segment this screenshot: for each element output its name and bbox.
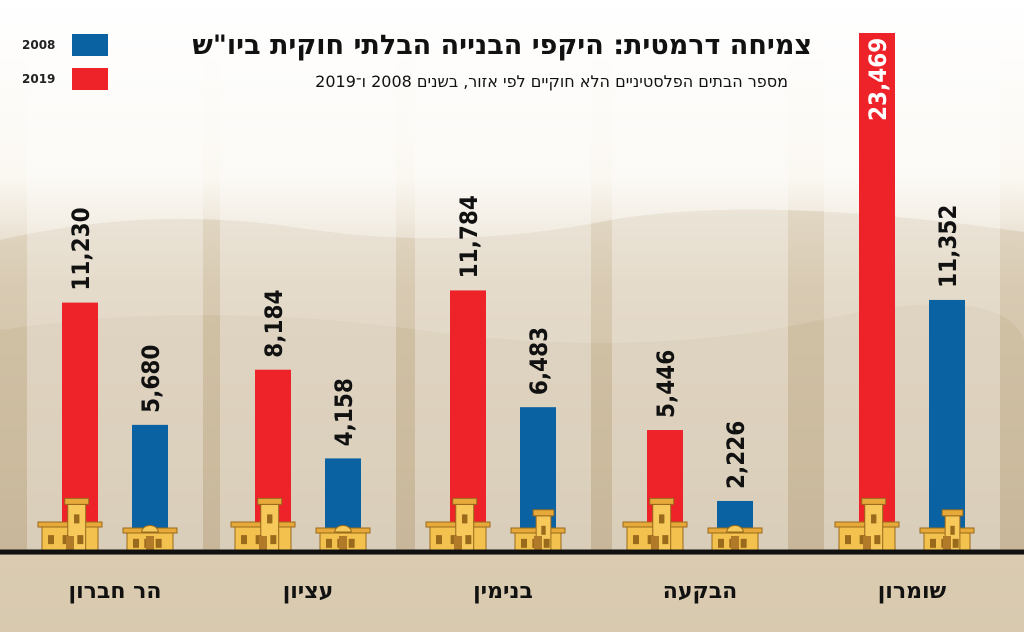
house-icon-2008-0 [122,525,178,551]
value-label-2019-4: 23,469 [864,38,892,121]
category-label-0: הר חברון [69,579,162,604]
value-label-2008-0: 5,680 [137,345,165,413]
category-backdrop [27,0,203,550]
house-icon-2019-3 [622,497,688,551]
house-icon-2008-2 [510,509,566,551]
category-label-4: שומרון [878,579,947,604]
house-icon-2019-0 [37,497,103,551]
legend-swatch [72,68,108,90]
chart-subtitle: מספר הבתים הפלסטיניים הלא חוקיים לפי אזו… [315,72,788,91]
category-label-strip [0,555,1024,632]
bar-2019-4 [859,33,895,550]
category-backdrop [824,0,1000,550]
legend-label: 2008 [22,38,56,52]
house-icon-2008-3 [707,525,763,551]
bar-2008-4 [929,299,965,550]
legend-swatch [72,34,108,56]
value-label-2008-3: 2,226 [722,421,750,489]
value-label-2019-3: 5,446 [652,350,680,418]
value-label-2019-2: 11,784 [455,195,483,278]
legend-item-2019: 2019 [22,68,108,90]
category-backdrop [612,0,788,550]
category-label-2: בנימין [473,579,533,604]
category-label-1: עציון [283,579,334,604]
category-label-3: הבקעה [663,579,738,604]
value-label-2008-1: 4,158 [330,378,358,446]
legend-label: 2019 [22,72,56,86]
house-icon-2008-1 [315,525,371,551]
value-label-2019-1: 8,184 [260,289,288,357]
value-label-2008-2: 6,483 [525,327,553,395]
value-label-2019-0: 11,230 [67,207,95,290]
value-label-2008-4: 11,352 [934,205,962,288]
house-icon-2019-2 [425,497,491,551]
category-backdrop [220,0,396,550]
chart-title: צמיחה דרמטית: היקפי הבנייה הבלתי חוקית ב… [192,30,812,61]
category-backdrop [415,0,591,550]
legend-item-2008: 2008 [22,34,108,56]
